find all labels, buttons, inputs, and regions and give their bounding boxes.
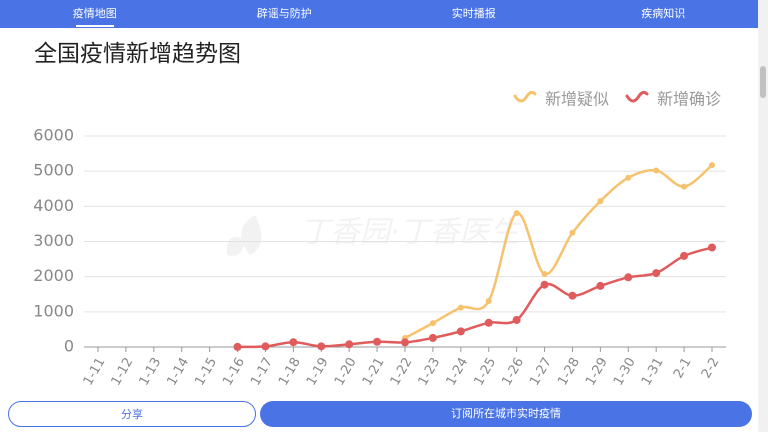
x-tick-label: 1-31 [639, 355, 667, 388]
x-tick-label: 1-21 [360, 355, 388, 388]
nav-tab[interactable]: 实时播报 [451, 7, 496, 20]
x-tick-label: 1-29 [583, 355, 611, 388]
x-tick-label: 1-13 [137, 355, 165, 388]
data-point [681, 183, 688, 190]
data-point [261, 342, 270, 351]
y-tick-label: 5000 [33, 161, 74, 180]
data-point [708, 243, 716, 252]
data-point [569, 229, 576, 236]
y-tick-label: 0 [64, 337, 74, 356]
x-tick-label: 1-17 [248, 355, 276, 388]
y-tick-label: 4000 [33, 196, 74, 215]
x-tick-label: 1-19 [304, 355, 332, 388]
x-tick-label: 1-24 [444, 355, 472, 388]
data-point [345, 340, 354, 349]
data-point [624, 273, 633, 282]
x-tick-label: 2-2 [699, 355, 723, 381]
nav-tab[interactable]: 疫情地图 [0, 0, 190, 28]
x-tick-label: 1-15 [192, 355, 220, 388]
x-tick-label: 1-16 [220, 355, 248, 388]
x-tick-label: 1-12 [109, 355, 137, 388]
data-point [289, 338, 298, 347]
data-point [485, 297, 492, 304]
x-tick-label: 1-14 [164, 355, 192, 388]
legend-label: 新增疑似 [545, 90, 609, 109]
x-tick-label: 1-30 [611, 355, 639, 388]
data-point [401, 338, 409, 347]
y-tick-label: 2000 [33, 266, 74, 285]
x-tick-label: 1-23 [416, 355, 444, 388]
y-tick-label: 3000 [33, 231, 74, 250]
watermark: 丁香园·丁香医生 [300, 215, 522, 250]
data-point [233, 342, 242, 351]
data-point [457, 304, 464, 311]
nav-bar: 疫情地图 辟谣与防护 实时播报 疾病知识 [0, 0, 758, 28]
x-tick-label: 1-22 [388, 355, 416, 388]
data-point [568, 291, 577, 300]
data-point [373, 337, 382, 346]
data-point [709, 162, 715, 169]
nav-tab[interactable]: 辟谣与防护 [256, 7, 312, 20]
x-tick-label: 1-25 [471, 355, 499, 388]
legend-icon [625, 90, 649, 103]
data-point [513, 210, 520, 217]
data-point [512, 315, 521, 324]
data-point [428, 333, 437, 342]
watermark-logo [226, 215, 262, 256]
x-tick-label: 1-11 [81, 355, 109, 388]
legend-label: 新增确诊 [657, 90, 721, 109]
subscribe-button[interactable]: 订阅所在城市实时疫情 [260, 401, 752, 427]
x-tick-label: 1-18 [276, 355, 304, 388]
data-point [317, 342, 326, 351]
data-point [540, 280, 549, 289]
x-tick-label: 1-20 [332, 355, 360, 388]
x-tick-label: 2-1 [671, 355, 695, 381]
data-point [596, 281, 605, 290]
scroll-thumb[interactable] [760, 66, 766, 98]
data-point [484, 318, 493, 327]
nav-tab[interactable]: 疾病知识 [641, 7, 686, 20]
x-tick-label: 1-27 [527, 355, 555, 388]
data-point [653, 167, 660, 174]
data-point [456, 327, 465, 336]
data-point [680, 251, 689, 260]
data-point [541, 270, 548, 277]
legend-icon [513, 90, 537, 103]
y-tick-label: 1000 [33, 301, 74, 320]
y-tick-label: 6000 [33, 126, 74, 145]
data-point [597, 198, 604, 205]
share-button[interactable]: 分享 [8, 401, 256, 427]
chart-title: 全国疫情新增趋势图 [34, 41, 241, 67]
x-tick-label: 1-26 [499, 355, 527, 388]
series-line [237, 246, 713, 349]
data-point [429, 320, 436, 327]
data-point [652, 269, 661, 278]
scrollbar[interactable] [758, 0, 768, 432]
x-tick-label: 1-28 [555, 355, 583, 388]
data-point [625, 174, 632, 181]
